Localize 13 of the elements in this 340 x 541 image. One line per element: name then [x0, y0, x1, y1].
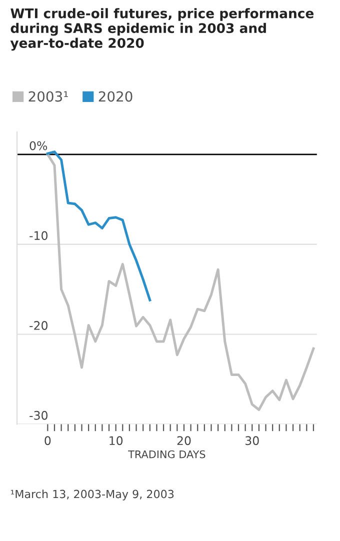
y-tick-label: 0%	[30, 141, 48, 150]
x-tick-label: 10	[110, 436, 123, 446]
chart-title: WTI crude-oil futures, price performance during SARS epidemic in 2003 and year-to-date 2020	[10, 8, 314, 51]
x-tick-label: 0	[44, 436, 51, 446]
x-axis-title: TRADING DAYS	[128, 450, 206, 458]
x-tick-label: 20	[177, 436, 191, 446]
text: ¹March 13, 2003-May 9, 2003	[10, 490, 174, 500]
legend-label: 2003¹	[28, 91, 68, 102]
y-tick-label: -20	[30, 321, 48, 330]
legend-label: 2020	[98, 91, 132, 102]
x-tick-label: 30	[246, 436, 259, 446]
y-tick-label: -30	[30, 410, 48, 420]
y-tick-label: -10	[30, 231, 48, 240]
